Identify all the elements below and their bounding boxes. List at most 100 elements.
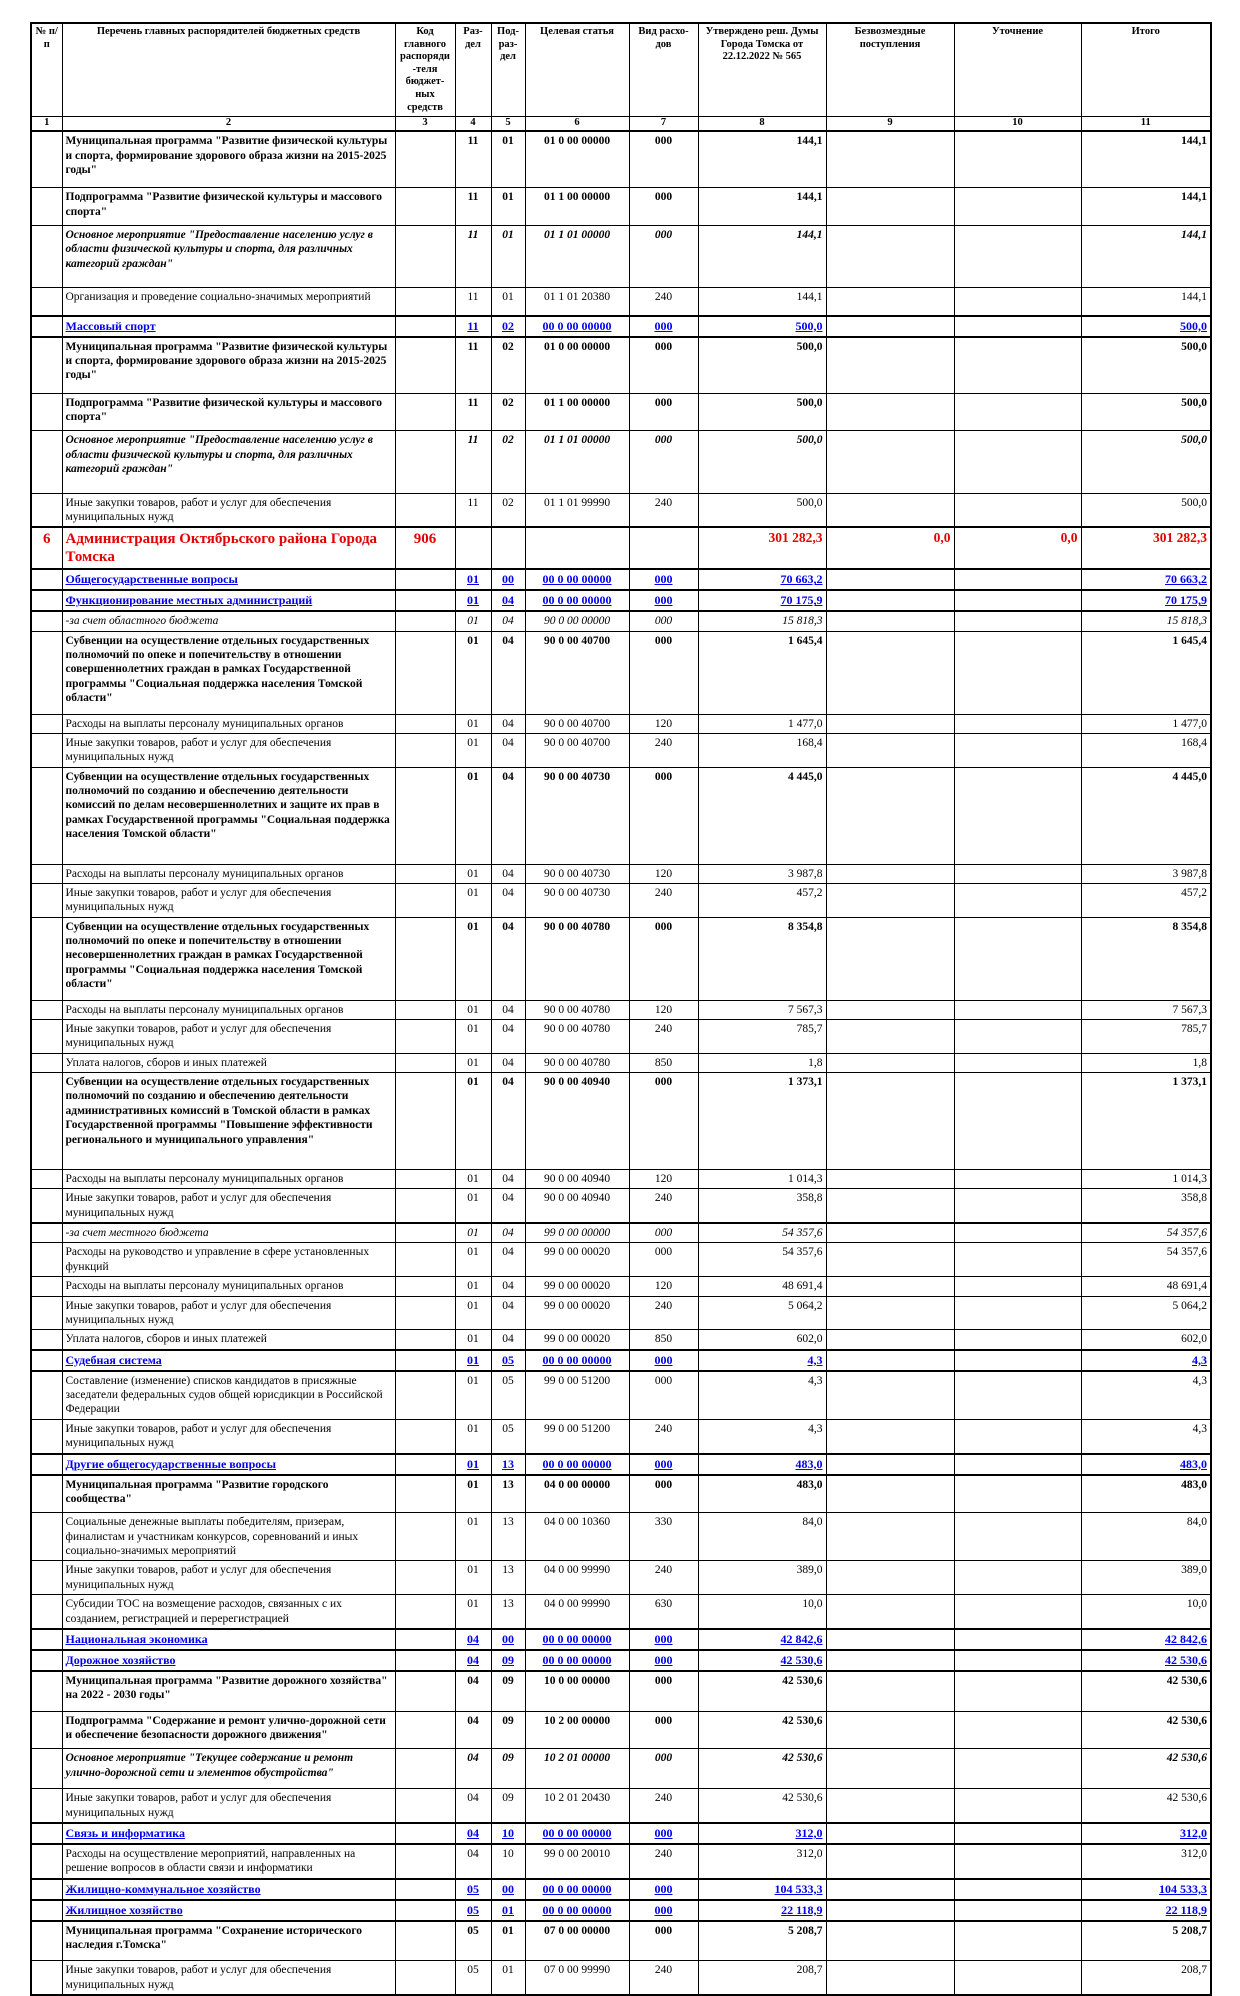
cell-name: Функционирование местных администраций [61, 589, 396, 613]
cell-vr: 120 [628, 999, 699, 1020]
cell-code [394, 492, 456, 528]
cell-vr: 000 [628, 589, 699, 613]
cell-code [394, 1168, 456, 1190]
cell-pr: 13 [490, 1594, 526, 1630]
cell-vr: 000 [628, 430, 699, 494]
cell-name: Иные закупки товаров, работ и услуг для … [61, 1018, 396, 1054]
table-row: Жилищное хозяйство 05 01 00 0 00 00000 000 22… [30, 1898, 1212, 1922]
cell-name: Общегосударственные вопросы [61, 568, 396, 592]
cell-vr: 240 [628, 732, 699, 768]
cell-total: 70 663,2 [1080, 568, 1212, 592]
cell-vr: 000 [628, 1348, 699, 1372]
cell-csr: 00 0 00 00000 [524, 589, 630, 613]
cell-grants [825, 1960, 955, 1996]
cell-approved: 168,4 [697, 732, 827, 768]
cell-code [394, 1512, 456, 1562]
cell-adjust [953, 1670, 1082, 1712]
cell-name: Расходы на выплаты персоналу муниципальн… [61, 863, 396, 884]
cell-total: 144,1 [1080, 187, 1212, 227]
table-row: Массовый спорт 11 02 00 0 00 00000 000 500,0 5… [30, 314, 1212, 338]
cell-grants [825, 1594, 955, 1630]
cell-total: 1 014,3 [1080, 1168, 1212, 1190]
table-row: Расходы на выплаты персоналу муниципальн… [30, 713, 1212, 734]
cell-code [394, 1452, 456, 1476]
table-row: Составление (изменение) списков кандидат… [30, 1370, 1212, 1420]
cell-num [30, 1452, 63, 1476]
cell-num [30, 392, 63, 432]
cell-rz: 04 [454, 1843, 492, 1880]
cell-vr: 240 [628, 1188, 699, 1224]
cell-total: 358,8 [1080, 1188, 1212, 1224]
cell-approved: 785,7 [697, 1018, 827, 1054]
cell-grants [825, 1648, 955, 1672]
cell-grants [825, 1748, 955, 1790]
table-row: Субвенции на осуществление отдельных гос… [30, 1072, 1212, 1170]
cell-rz: 01 [454, 1512, 492, 1562]
table-row: Уплата налогов, сборов и иных платежей 01… [30, 1052, 1212, 1074]
cell-adjust [953, 1474, 1082, 1514]
cell-approved: 144,1 [697, 130, 827, 189]
page: { "document": { "kind": "budget-allocati… [0, 22, 1240, 1996]
cell-approved: 104 533,3 [697, 1877, 827, 1901]
cell-rz: 05 [454, 1960, 492, 1996]
cell-adjust [953, 1920, 1082, 1962]
cell-grants [825, 589, 955, 613]
table-row: Организация и проведение социально-значи… [30, 287, 1212, 317]
col-header-podrazdel: Под-раз-дел [490, 22, 526, 118]
cell-rz: 01 [454, 1188, 492, 1224]
cell-adjust [953, 568, 1082, 592]
cell-grants [825, 999, 955, 1020]
cell-num [30, 766, 63, 865]
cell-total: 312,0 [1080, 1843, 1212, 1880]
cell-adjust [953, 1821, 1082, 1845]
cell-name: Расходы на осуществление мероприятий, на… [61, 1843, 396, 1880]
cell-adjust [953, 1594, 1082, 1630]
cell-approved: 1 477,0 [697, 713, 827, 734]
cell-approved: 1 373,1 [697, 1072, 827, 1170]
cell-pr [490, 526, 526, 571]
cell-num [30, 1188, 63, 1224]
cell-name: Основное мероприятие "Текущее содержание… [61, 1748, 396, 1790]
table-row: Расходы на выплаты персоналу муниципальн… [30, 863, 1212, 884]
cell-grants [825, 1710, 955, 1750]
cell-name: Муниципальная программа "Развитие дорожн… [61, 1670, 396, 1712]
cell-rz: 01 [454, 882, 492, 918]
cell-approved: 483,0 [697, 1452, 827, 1476]
cell-adjust [953, 863, 1082, 884]
cell-rz: 01 [454, 1168, 492, 1190]
table-row: Субвенции на осуществление отдельных гос… [30, 766, 1212, 865]
col-header-razdel: Раз-дел [454, 22, 492, 118]
cell-csr: 04 0 00 99990 [524, 1560, 630, 1596]
cell-grants [825, 1295, 955, 1331]
cell-total: 84,0 [1080, 1512, 1212, 1562]
cell-pr: 02 [490, 392, 526, 432]
cell-total: 301 282,3 [1080, 526, 1212, 571]
cell-name: Подпрограмма "Развитие физической культу… [61, 392, 396, 432]
cell-num [30, 1877, 63, 1901]
col-header-grants: Безвозмездные поступления [825, 22, 955, 118]
cell-rz: 11 [454, 492, 492, 528]
cell-rz: 04 [454, 1710, 492, 1750]
cell-csr: 99 0 00 51200 [524, 1370, 630, 1420]
cell-vr: 000 [628, 1072, 699, 1170]
table-row: Связь и информатика 04 10 00 0 00 00000 000 3… [30, 1821, 1212, 1845]
cell-vr: 000 [628, 766, 699, 865]
cell-code [394, 916, 456, 1001]
cell-grants [825, 1418, 955, 1455]
cell-total: 42 530,6 [1080, 1710, 1212, 1750]
cell-vr: 000 [628, 1710, 699, 1750]
cell-rz: 01 [454, 1594, 492, 1630]
cell-approved: 144,1 [697, 187, 827, 227]
cell-vr: 240 [628, 1295, 699, 1331]
cell-approved: 144,1 [697, 287, 827, 317]
cell-rz: 05 [454, 1877, 492, 1901]
cell-approved: 358,8 [697, 1188, 827, 1224]
cell-grants [825, 492, 955, 528]
table-row: Судебная система 01 05 00 0 00 00000 000 4,3 4… [30, 1348, 1212, 1372]
cell-code [394, 766, 456, 865]
cell-num [30, 999, 63, 1020]
column-number: 2 [61, 116, 396, 133]
cell-name: Расходы на руководство и управление в сф… [61, 1242, 396, 1278]
table-row: Расходы на выплаты персоналу муниципальн… [30, 1168, 1212, 1190]
cell-vr: 000 [628, 916, 699, 1001]
